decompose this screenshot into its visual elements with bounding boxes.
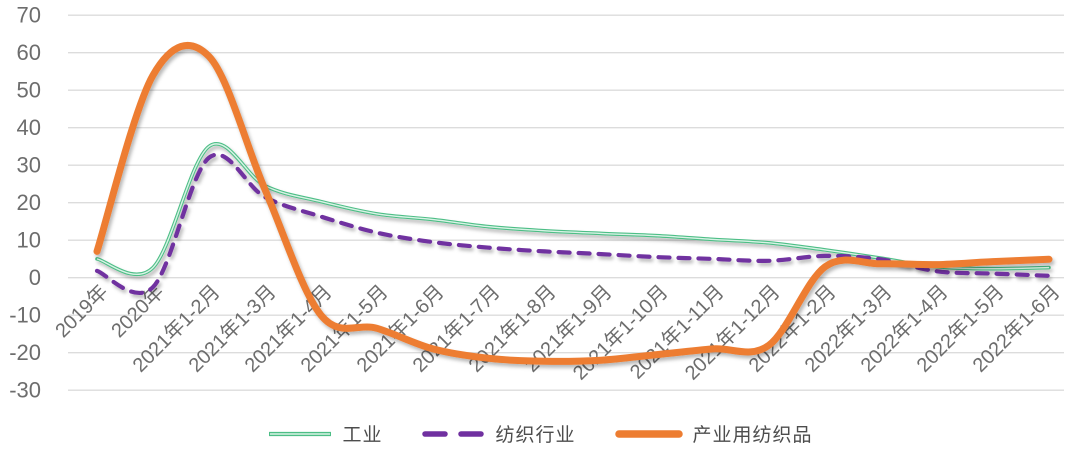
series-line-2 [93, 41, 1053, 365]
legend-item-industry: 工业 [267, 420, 382, 447]
series-line-1 [94, 152, 1052, 296]
orange-line-swatch-icon [614, 429, 683, 438]
y-tick-label-50: 50 [17, 78, 41, 103]
y-tick-label-20: 20 [17, 190, 41, 215]
y-tick-label-10: 10 [17, 228, 41, 253]
legend-item-technical-textiles: 产业用纺织品 [614, 420, 813, 447]
line-chart-plot-area: 706050403020100-10-20-302019年2020年2021年1… [9, 3, 1064, 403]
legend-item-textile-industry: 纺织行业 [420, 420, 575, 447]
x-tick-label-10: 2021年1-10月 [568, 280, 672, 384]
chart-legend: 工业 纺织行业 产业用纺织品 [0, 420, 1080, 447]
x-tick-label-12: 2021年1-12月 [680, 280, 784, 384]
legend-label-technical-textiles: 产业用纺织品 [692, 425, 813, 446]
series-line-0 [95, 142, 1051, 277]
legend-label-industry: 工业 [342, 425, 383, 446]
legend-label-textile-industry: 纺织行业 [495, 425, 576, 446]
y-tick-label-60: 60 [17, 40, 41, 65]
y-tick-label--10: -10 [9, 303, 41, 328]
purple-dashed-swatch-icon [422, 430, 485, 437]
y-tick-label-70: 70 [17, 3, 41, 28]
x-tick-label-11: 2021年1-11月 [625, 280, 728, 383]
y-tick-label-40: 40 [17, 115, 41, 140]
x-tick-label-0: 2019年 [51, 280, 113, 342]
green-line-swatch-icon [269, 431, 332, 436]
y-tick-label--20: -20 [9, 340, 41, 365]
y-tick-label--30: -30 [9, 378, 41, 403]
y-tick-label-0: 0 [29, 265, 41, 290]
y-tick-label-30: 30 [17, 153, 41, 178]
